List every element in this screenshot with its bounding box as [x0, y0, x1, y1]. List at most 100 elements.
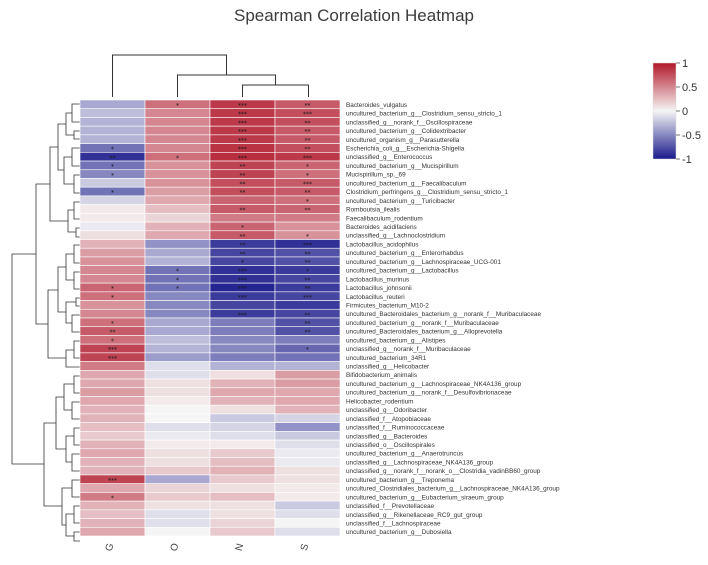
heatmap-cell	[144, 169, 211, 179]
heatmap-cell	[144, 247, 211, 258]
legend-tick-label: 0.5	[682, 82, 697, 94]
row-label: uncultured_Bacteroidales_bacterium_g__Al…	[346, 329, 503, 336]
heatmap-cell	[209, 195, 276, 205]
heatmap-cell	[79, 221, 146, 232]
heatmap-cell	[144, 518, 211, 528]
heatmap-cell	[209, 404, 276, 415]
row-labels: Bacteroides_vulgatus uncultured_bacterium…	[346, 102, 560, 536]
row-label: uncultured_Clostridiales_bacterium_g__La…	[346, 486, 560, 493]
row-label: uncultured_bacterium_g__Mucispirillum	[346, 163, 459, 170]
significance-mark: ***	[303, 111, 312, 118]
column-label: O	[169, 542, 182, 553]
row-label: unclassified_g__Enterococcus	[346, 154, 432, 161]
significance-mark: ***	[238, 103, 247, 110]
heatmap-cell	[209, 448, 276, 458]
heatmap-cell	[274, 483, 341, 493]
heatmap-cell	[209, 509, 276, 519]
row-dendrogram	[11, 103, 80, 542]
heatmap-cell	[274, 404, 341, 415]
heatmap-cell	[79, 274, 146, 284]
heatmap-cell	[209, 378, 276, 389]
heatmap-cell	[274, 465, 341, 476]
heatmap-cell	[79, 500, 146, 511]
significance-mark: **	[305, 251, 311, 258]
heatmap-cell	[144, 108, 211, 118]
heatmap-cell	[274, 474, 341, 484]
heatmap-cell	[144, 378, 211, 389]
heatmap-cell	[79, 370, 146, 380]
heatmap-cell	[79, 422, 146, 432]
significance-mark: *	[241, 259, 244, 266]
significance-mark: *	[306, 172, 309, 179]
significance-mark: *	[176, 103, 179, 110]
heatmap-cell	[79, 239, 146, 249]
heatmap-cell	[144, 526, 211, 537]
row-label: unclassified_f__Prevotellaceae	[346, 503, 435, 510]
heatmap-cell	[209, 387, 276, 397]
significance-mark: ***	[238, 286, 247, 293]
row-label: Firmicutes_bacterium_M10-2	[346, 302, 429, 309]
color-legend: 1 0.5 0 -0.5 -1	[652, 58, 701, 166]
heatmap-cell	[79, 509, 146, 519]
heatmap-cell	[144, 308, 211, 319]
row-label: unclassified_o__Oscillospirales	[346, 442, 435, 449]
heatmap-cell	[79, 300, 146, 310]
row-label: unclassified_f__Lachnospiraceae	[346, 520, 441, 527]
row-label: unclassified_g__Lachnoclostridium	[346, 233, 445, 240]
heatmap-cell	[209, 370, 276, 380]
heatmap-cell	[144, 186, 211, 197]
significance-mark: **	[305, 321, 311, 328]
row-label: uncultured_bacterium_g__Treponema	[346, 477, 455, 484]
significance-mark: *	[111, 294, 114, 301]
heatmap-cell	[144, 474, 211, 484]
heatmap-cell	[209, 213, 276, 223]
significance-mark: ***	[303, 294, 312, 301]
significance-mark: **	[305, 129, 311, 136]
row-label: uncultured_bacterium_g__Turicibacter	[346, 198, 456, 205]
heatmap-cell	[274, 370, 341, 380]
heatmap-cell	[209, 492, 276, 502]
row-label: unclassified_f__Ruminococcaceae	[346, 425, 445, 432]
heatmap-cell	[79, 125, 146, 136]
significance-mark: ***	[238, 155, 247, 162]
significance-mark: **	[240, 207, 246, 214]
heatmap-cell	[79, 518, 146, 528]
significance-mark: *	[176, 277, 179, 284]
row-label: uncultured_bacterium_g__Enterorhabdus	[346, 250, 464, 257]
significance-mark: ***	[303, 155, 312, 162]
heatmap-cell	[79, 483, 146, 493]
significance-mark: ***	[238, 294, 247, 301]
heatmap-cell	[144, 125, 211, 136]
legend-ticks: 1 0.5 0 -0.5 -1	[676, 58, 701, 166]
heatmap-cell	[79, 256, 146, 266]
significance-marks: * *** ***** ****** ***** ***** *** *** **** * *** *…	[108, 103, 312, 502]
heatmap-cell	[209, 483, 276, 493]
significance-mark: ***	[303, 181, 312, 188]
heatmap-cell	[209, 361, 276, 371]
heatmap-cell	[274, 221, 341, 232]
heatmap-cell	[79, 265, 146, 275]
row-label: uncultured_bacterium_g__norank_f__Desulf…	[346, 390, 512, 397]
heatmap-cell	[209, 396, 276, 406]
significance-mark: *	[241, 225, 244, 232]
legend-tick-label: 0	[682, 106, 688, 118]
heatmap-cell	[274, 448, 341, 458]
significance-mark: *	[306, 347, 309, 354]
significance-mark: ***	[238, 111, 247, 118]
heatmap-cell	[144, 300, 211, 310]
heatmap-cell	[144, 195, 211, 205]
heatmap-cell	[144, 352, 211, 362]
heatmap-cell	[274, 396, 341, 406]
heatmap-cell	[274, 361, 341, 371]
significance-mark: *	[176, 268, 179, 275]
significance-mark: *	[111, 321, 114, 328]
significance-mark: **	[110, 329, 116, 336]
heatmap-cell	[144, 213, 211, 223]
significance-mark: *	[306, 233, 309, 240]
significance-mark: *	[111, 146, 114, 153]
heatmap-cell	[144, 500, 211, 511]
heatmap-cell	[274, 439, 341, 450]
heatmap-cell	[144, 492, 211, 502]
chart-title: Spearman Correlation Heatmap	[233, 6, 474, 25]
